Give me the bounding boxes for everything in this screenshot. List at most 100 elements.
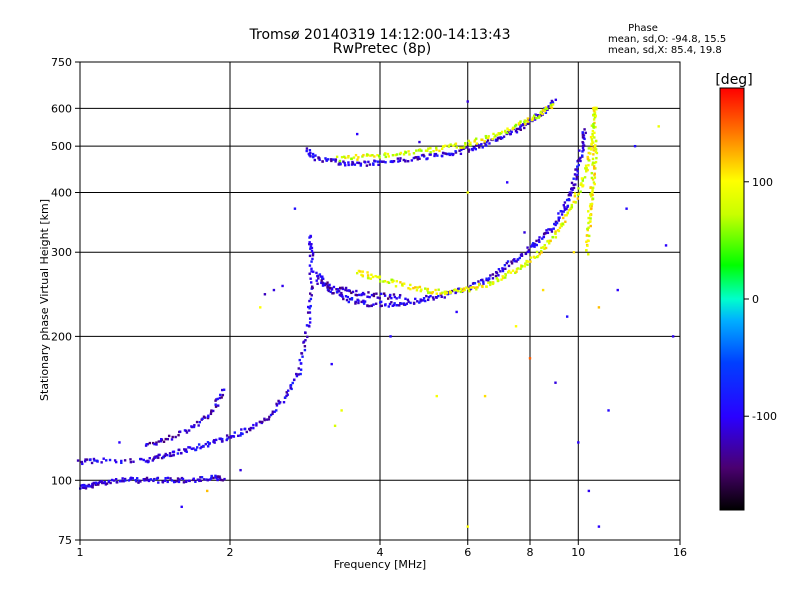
echo-point	[355, 289, 358, 293]
echo-point	[180, 451, 183, 455]
echo-point	[519, 126, 522, 129]
echo-point	[271, 412, 274, 415]
echo-point	[459, 146, 462, 149]
echo-point	[170, 479, 174, 482]
echo-point	[462, 147, 465, 151]
echo-point	[591, 190, 594, 193]
echo-point	[364, 161, 367, 164]
echo-point	[184, 448, 188, 451]
echo-point	[182, 481, 186, 484]
echo-point	[404, 160, 407, 163]
echo-point	[597, 306, 601, 309]
echo-points	[76, 98, 675, 528]
echo-point	[229, 436, 233, 439]
echo-point	[310, 242, 313, 246]
echo-point	[422, 299, 425, 302]
echo-point	[374, 302, 378, 305]
echo-point	[524, 262, 527, 265]
echo-point	[147, 460, 150, 463]
echo-point	[416, 286, 419, 289]
echo-point	[581, 131, 585, 134]
echo-point	[376, 160, 380, 163]
echo-point	[120, 461, 123, 465]
echo-point	[441, 151, 445, 155]
echo-point	[554, 98, 558, 102]
echo-point	[493, 136, 496, 139]
echo-point	[313, 158, 316, 162]
echo-point	[149, 478, 153, 481]
echo-point	[379, 280, 382, 283]
echo-point	[543, 232, 547, 235]
echo-point	[412, 156, 416, 160]
echo-point	[483, 394, 487, 398]
echo-point	[420, 299, 423, 302]
echo-point	[384, 155, 388, 159]
echo-point	[275, 409, 278, 412]
echo-point	[206, 445, 210, 448]
echo-point	[245, 430, 248, 434]
echo-point	[397, 160, 400, 163]
echo-point	[459, 152, 463, 156]
echo-point	[485, 141, 488, 144]
echo-point	[214, 405, 218, 408]
echo-point	[167, 434, 171, 438]
echo-point	[565, 214, 568, 217]
echo-point	[587, 226, 590, 229]
echo-point	[104, 483, 108, 486]
echo-point	[533, 118, 537, 121]
echo-point	[590, 204, 593, 208]
echo-point	[416, 158, 419, 161]
echo-point	[355, 271, 359, 275]
echo-point	[594, 160, 598, 164]
echo-point	[412, 286, 415, 290]
echo-point	[550, 103, 553, 107]
echo-point	[175, 480, 179, 483]
echo-point	[309, 245, 312, 248]
echo-point	[415, 149, 418, 152]
echo-point	[120, 479, 124, 483]
echo-point	[465, 286, 468, 289]
echo-point	[395, 303, 398, 307]
echo-point	[480, 143, 483, 146]
echo-point	[467, 287, 470, 290]
echo-point	[152, 457, 155, 461]
echo-point	[519, 267, 522, 270]
x-tick-label: 1	[77, 546, 84, 559]
echo-point	[214, 474, 217, 478]
echo-point	[504, 273, 508, 277]
echo-point	[220, 478, 223, 482]
echo-point	[389, 335, 392, 338]
echo-point	[464, 142, 467, 145]
echo-point	[536, 255, 540, 258]
echo-point	[145, 476, 149, 480]
echo-point	[409, 283, 412, 287]
echo-point	[344, 164, 347, 167]
echo-point	[91, 483, 95, 487]
echo-point	[535, 239, 538, 243]
echo-point	[406, 160, 410, 163]
echo-point	[135, 477, 139, 480]
echo-point	[321, 160, 324, 163]
echo-point	[582, 144, 586, 147]
echo-point	[507, 128, 511, 132]
echo-point	[393, 295, 397, 299]
echo-point	[422, 153, 425, 157]
echo-point	[114, 460, 118, 464]
echo-point	[197, 424, 200, 427]
echo-point	[351, 290, 355, 294]
echo-point	[131, 477, 134, 480]
echo-point	[583, 176, 587, 179]
echo-point	[463, 288, 466, 292]
echo-point	[144, 444, 148, 447]
echo-point	[205, 478, 208, 481]
echo-point	[222, 388, 226, 391]
echo-point	[577, 192, 580, 196]
echo-point	[255, 424, 258, 427]
echo-point	[392, 303, 396, 307]
echo-point	[298, 358, 301, 362]
echo-point	[473, 140, 476, 143]
echo-point	[566, 211, 569, 215]
echo-point	[192, 447, 195, 450]
echo-point	[554, 230, 557, 233]
echo-point	[184, 449, 187, 453]
